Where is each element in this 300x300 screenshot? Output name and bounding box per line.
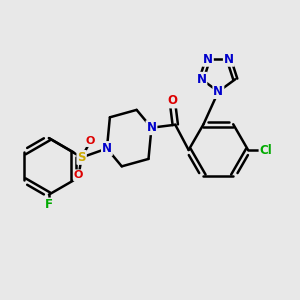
Text: O: O	[167, 94, 177, 107]
Text: Cl: Cl	[260, 143, 272, 157]
Text: N: N	[213, 85, 224, 98]
Text: N: N	[146, 121, 157, 134]
Text: F: F	[45, 199, 53, 212]
Text: N: N	[102, 142, 112, 155]
Text: N: N	[224, 53, 234, 66]
Text: N: N	[203, 53, 213, 66]
Text: S: S	[77, 151, 86, 164]
Text: O: O	[74, 170, 83, 180]
Text: N: N	[196, 73, 206, 86]
Text: O: O	[86, 136, 95, 146]
